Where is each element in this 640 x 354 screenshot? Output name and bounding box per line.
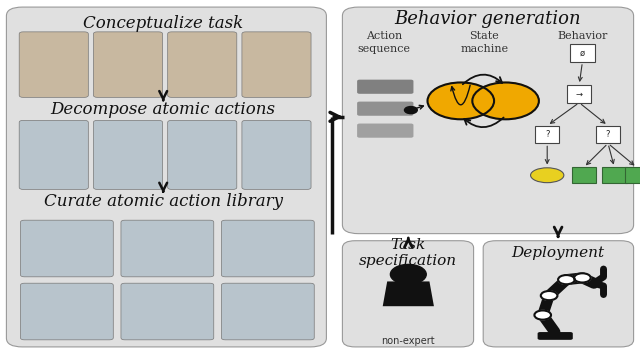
Circle shape bbox=[404, 107, 417, 114]
Text: Curate atomic action library: Curate atomic action library bbox=[44, 193, 283, 210]
Text: Action
sequence: Action sequence bbox=[358, 31, 410, 54]
FancyBboxPatch shape bbox=[19, 32, 88, 97]
FancyBboxPatch shape bbox=[357, 102, 413, 116]
Polygon shape bbox=[383, 281, 434, 306]
Circle shape bbox=[558, 275, 575, 284]
FancyBboxPatch shape bbox=[242, 32, 311, 97]
FancyBboxPatch shape bbox=[20, 220, 113, 277]
FancyBboxPatch shape bbox=[93, 32, 163, 97]
Text: Behavior
tree: Behavior tree bbox=[557, 31, 607, 54]
Text: Decompose atomic actions: Decompose atomic actions bbox=[51, 101, 276, 118]
FancyBboxPatch shape bbox=[483, 241, 634, 347]
Text: Conceptualize task: Conceptualize task bbox=[83, 15, 243, 32]
FancyBboxPatch shape bbox=[357, 80, 413, 94]
Text: Deployment: Deployment bbox=[511, 246, 605, 260]
Circle shape bbox=[541, 291, 557, 300]
FancyBboxPatch shape bbox=[221, 220, 314, 277]
FancyBboxPatch shape bbox=[168, 120, 237, 189]
Text: non-expert: non-expert bbox=[381, 336, 435, 346]
Circle shape bbox=[428, 82, 494, 119]
FancyBboxPatch shape bbox=[93, 120, 163, 189]
FancyBboxPatch shape bbox=[221, 283, 314, 340]
Text: Behavior generation: Behavior generation bbox=[394, 11, 581, 28]
FancyBboxPatch shape bbox=[342, 241, 474, 347]
FancyBboxPatch shape bbox=[357, 124, 413, 138]
FancyBboxPatch shape bbox=[538, 332, 573, 340]
Circle shape bbox=[390, 264, 426, 284]
FancyBboxPatch shape bbox=[20, 283, 113, 340]
FancyBboxPatch shape bbox=[19, 120, 88, 189]
FancyBboxPatch shape bbox=[242, 120, 311, 189]
Text: Task
specification: Task specification bbox=[359, 238, 458, 268]
Ellipse shape bbox=[531, 168, 564, 183]
FancyBboxPatch shape bbox=[596, 126, 620, 143]
Circle shape bbox=[574, 273, 591, 282]
FancyBboxPatch shape bbox=[625, 167, 640, 183]
Circle shape bbox=[472, 82, 539, 119]
FancyBboxPatch shape bbox=[6, 7, 326, 347]
Text: ø: ø bbox=[580, 48, 585, 58]
FancyBboxPatch shape bbox=[602, 167, 627, 183]
FancyBboxPatch shape bbox=[535, 126, 559, 143]
FancyBboxPatch shape bbox=[168, 32, 237, 97]
Text: ?: ? bbox=[605, 130, 611, 139]
FancyBboxPatch shape bbox=[572, 167, 596, 183]
FancyBboxPatch shape bbox=[570, 44, 595, 62]
FancyBboxPatch shape bbox=[121, 283, 214, 340]
FancyBboxPatch shape bbox=[342, 7, 634, 234]
Circle shape bbox=[534, 310, 551, 320]
FancyBboxPatch shape bbox=[121, 220, 214, 277]
FancyBboxPatch shape bbox=[567, 85, 591, 103]
Text: State
machine: State machine bbox=[460, 31, 509, 54]
Text: →: → bbox=[576, 89, 582, 98]
Text: ?: ? bbox=[545, 130, 550, 139]
